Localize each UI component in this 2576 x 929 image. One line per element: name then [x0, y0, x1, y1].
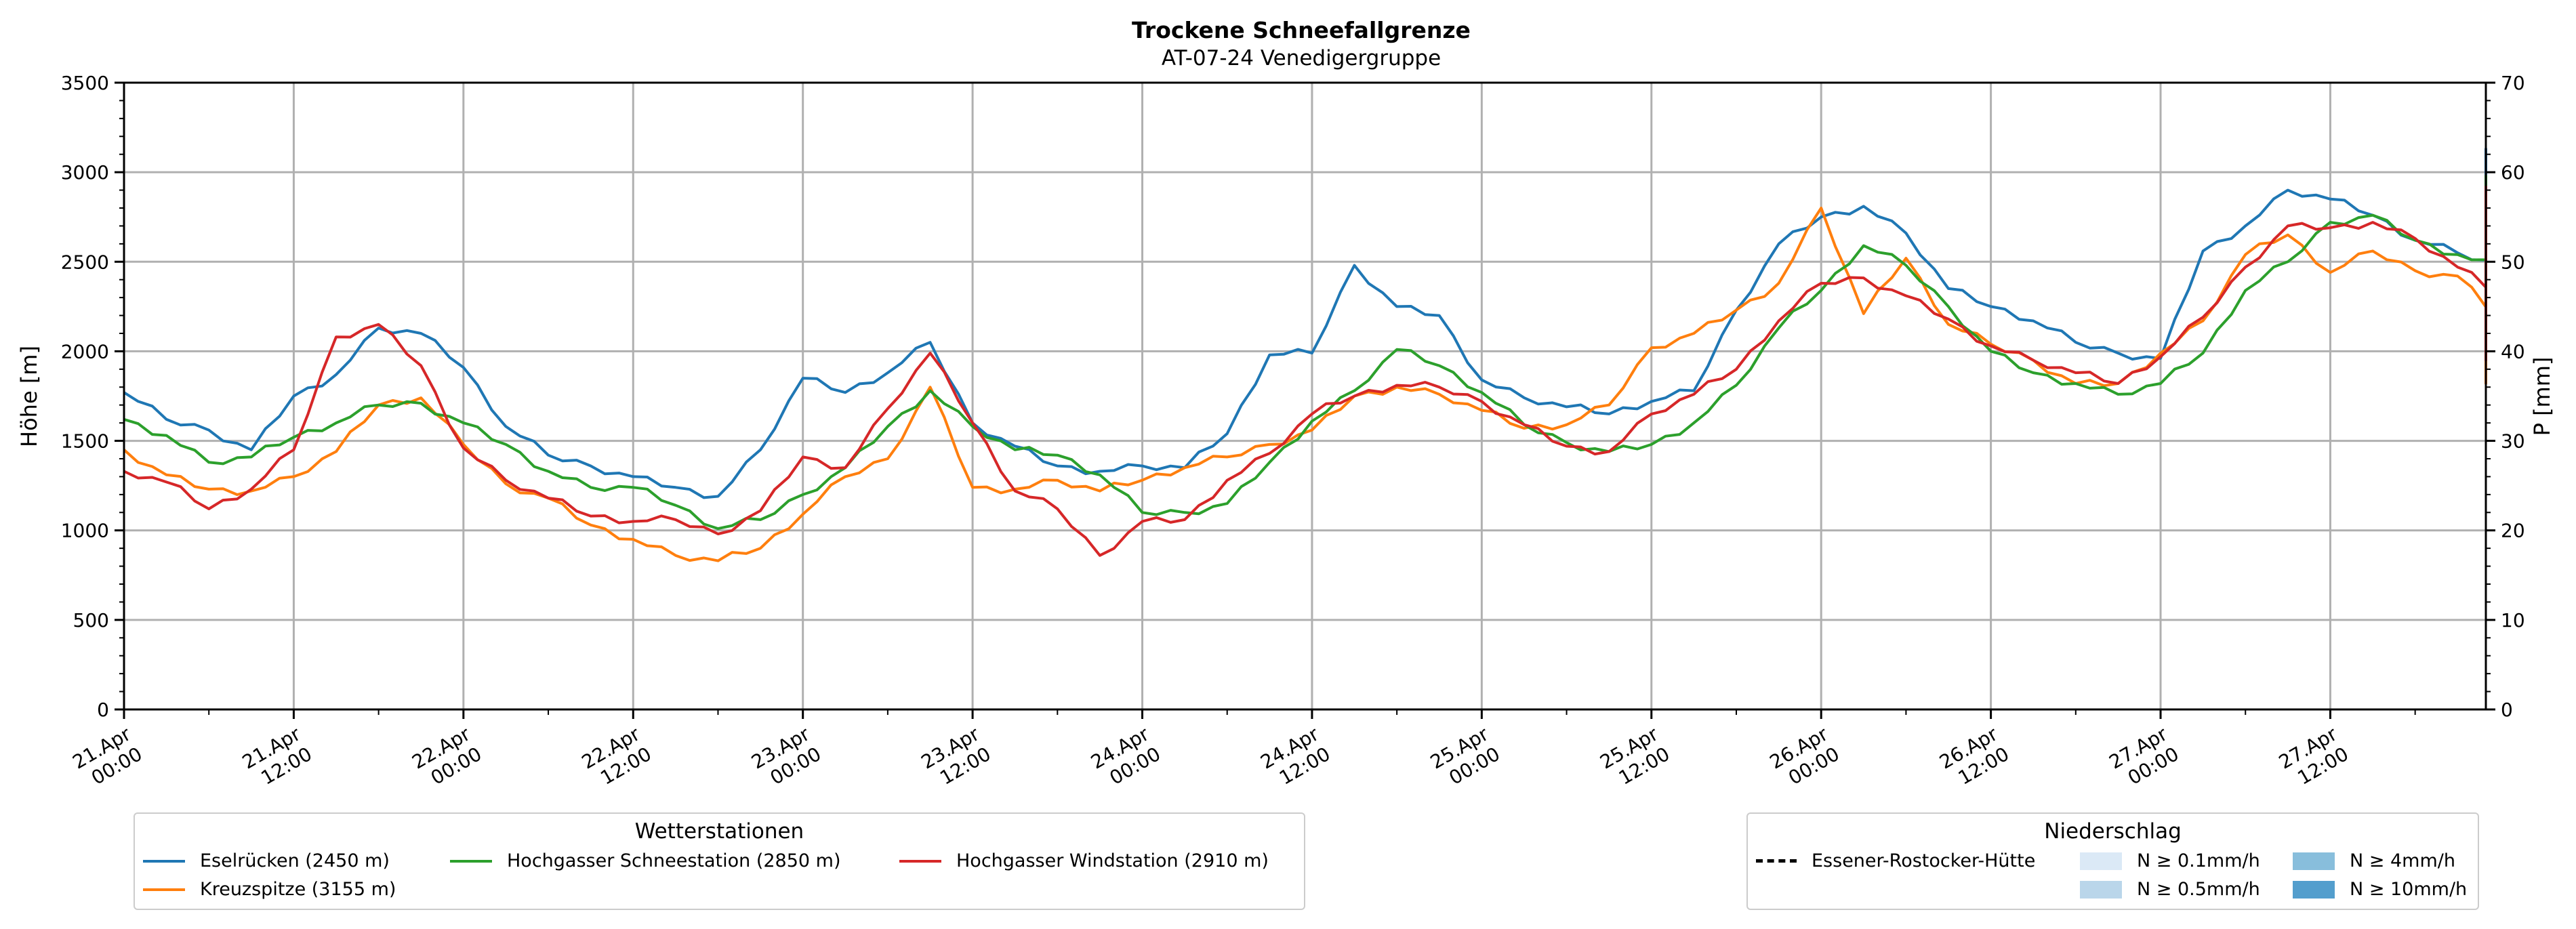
legend-entry-precip-3: N ≥ 10mm/h [2293, 879, 2467, 900]
legend-label-precip-1: N ≥ 0.5mm/h [2137, 879, 2260, 900]
legend-precip: Niederschlag Essener-Rostocker-Hütte N ≥… [1746, 812, 2479, 910]
y-tick-label: 2000 [61, 340, 109, 363]
legend-swatch-hochgasser-schneestation [450, 859, 492, 863]
y-axis-label: Höhe [m] [16, 346, 42, 447]
legend-entry-precip-1: N ≥ 0.5mm/h [2080, 879, 2260, 900]
y-tick-label: 3500 [61, 72, 109, 94]
chart-title: Trockene Schneefallgrenze [1132, 17, 1471, 43]
legend-label-precip-2: N ≥ 4mm/h [2350, 850, 2455, 871]
y-tick-label-right: 70 [2501, 72, 2525, 94]
legend-label-precip-0: N ≥ 0.1mm/h [2137, 850, 2260, 871]
legend-entry-hochgasser-schneestation: Hochgasser Schneestation (2850 m) [450, 850, 841, 871]
legend-swatch-dashed-line [1756, 859, 1797, 863]
series-line-3 [123, 185, 2487, 557]
grid [124, 83, 2486, 709]
y-tick-label-right: 0 [2501, 699, 2513, 721]
legend-entry-eselruecken: Eselrücken (2450 m) [143, 850, 390, 871]
chart-subtitle: AT-07-24 Venedigergruppe [1162, 46, 1441, 70]
legend-swatch-kreuzspitze [143, 888, 185, 891]
legend-label-hochgasser-schneestation: Hochgasser Schneestation (2850 m) [507, 850, 841, 871]
y-tick-label: 1000 [61, 520, 109, 542]
y-tick-label-right: 40 [2501, 340, 2525, 363]
series-line-2 [123, 174, 2487, 531]
legend-swatch-precip-0 [2080, 852, 2122, 870]
y-tick-label-right: 60 [2501, 161, 2525, 184]
y-tick-label: 2500 [61, 251, 109, 273]
legend-entry-precip-0: N ≥ 0.1mm/h [2080, 850, 2260, 871]
legend-label-station-precip: Essener-Rostocker-Hütte [1812, 850, 2036, 871]
legend-entry-kreuzspitze: Kreuzspitze (3155 m) [143, 879, 396, 900]
legend-swatch-precip-3 [2293, 880, 2335, 899]
plot-frame [123, 81, 2487, 711]
legend-entry-hochgasser-windstation: Hochgasser Windstation (2910 m) [899, 850, 1269, 871]
legend-label-kreuzspitze: Kreuzspitze (3155 m) [200, 879, 396, 900]
legend-swatch-hochgasser-windstation [899, 859, 941, 863]
legend-precip-title: Niederschlag [2044, 819, 2182, 844]
legend-swatch-precip-2 [2293, 852, 2335, 870]
series-line-0 [123, 147, 2487, 499]
legend-stations: Wetterstationen Eselrücken (2450 m) Kreu… [134, 812, 1305, 910]
y-tick-label-right: 10 [2501, 609, 2525, 632]
legend-entry-station-precip: Essener-Rostocker-Hütte [1756, 850, 2035, 871]
y-tick-label: 500 [73, 609, 109, 632]
legend-stations-title: Wetterstationen [634, 819, 804, 844]
legend-swatch-eselruecken [143, 859, 185, 863]
legend-label-eselruecken: Eselrücken (2450 m) [200, 850, 390, 871]
y-tick-label-right: 20 [2501, 520, 2525, 542]
y-tick-label-right: 30 [2501, 430, 2525, 453]
legend-swatch-precip-1 [2080, 880, 2122, 899]
y-tick-label: 3000 [61, 161, 109, 184]
y-tick-label: 0 [97, 699, 109, 721]
y-axis-label-right: P [mm] [2529, 357, 2555, 436]
legend-label-hochgasser-windstation: Hochgasser Windstation (2910 m) [956, 850, 1269, 871]
series-line-1 [123, 186, 2487, 562]
legend-entry-precip-2: N ≥ 4mm/h [2293, 850, 2455, 871]
y-tick-label-right: 50 [2501, 251, 2525, 273]
legend-label-precip-3: N ≥ 10mm/h [2350, 879, 2468, 900]
y-tick-label: 1500 [61, 430, 109, 453]
series-group [123, 147, 2487, 562]
